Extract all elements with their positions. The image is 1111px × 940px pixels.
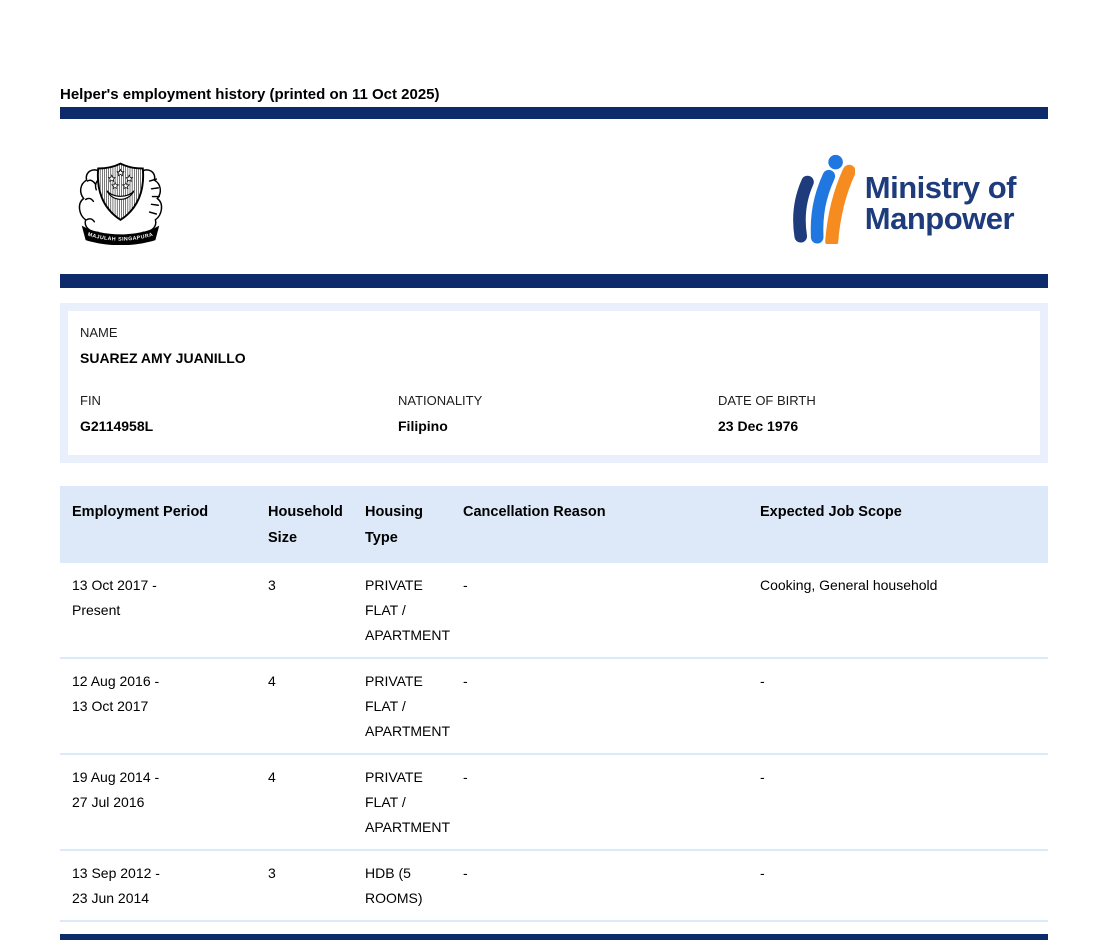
singapore-crest-logo: MAJULAH SINGAPURA: [72, 152, 169, 245]
cell-expected-job-scope: -: [748, 658, 1048, 755]
table-row: 13 Oct 2017 - Present 3 PRIVATE FLAT / A…: [60, 563, 1048, 659]
dob-field: DATE OF BIRTH 23 Dec 1976: [718, 393, 1028, 435]
col-header-expected-job-scope: Expected Job Scope: [748, 486, 1048, 563]
header-rule-bottom: [60, 274, 1048, 288]
col-header-cancellation-reason: Cancellation Reason: [451, 486, 748, 563]
banner-ribbon-icon: [81, 225, 160, 245]
name-label: NAME: [80, 325, 118, 340]
cell-employment-period: 19 Aug 2014 - 27 Jul 2016: [60, 754, 256, 851]
col-header-employment-period: Employment Period: [60, 486, 256, 563]
cell-cancellation-reason: -: [451, 754, 748, 851]
cell-household-size: 4: [256, 658, 353, 755]
nationality-label: NATIONALITY: [398, 393, 483, 408]
cell-expected-job-scope: -: [748, 754, 1048, 851]
cell-cancellation-reason: -: [451, 658, 748, 755]
nationality-field: NATIONALITY Filipino: [398, 393, 718, 435]
cell-household-size: 4: [256, 754, 353, 851]
tiger-supporter-icon: [139, 169, 163, 234]
cell-household-size: 3: [256, 563, 353, 659]
cell-housing-type: HDB (5 ROOMS): [353, 850, 451, 922]
crest-banner-text: MAJULAH SINGAPURA: [87, 232, 154, 243]
mom-logo-icon: [792, 154, 855, 244]
logo-row: MAJULAH SINGAPURA Ministry of Manpower: [60, 119, 1048, 274]
mom-logo-line2: Manpower: [864, 201, 1015, 236]
employment-history-table: Employment Period Household Size Housing…: [60, 486, 1048, 922]
fin-field: FIN G2114958L: [80, 393, 398, 435]
table-header-row: Employment Period Household Size Housing…: [60, 486, 1048, 563]
fin-label: FIN: [80, 393, 101, 408]
cell-employment-period: 12 Aug 2016 - 13 Oct 2017: [60, 658, 256, 755]
svg-text:MAJULAH SINGAPURA: MAJULAH SINGAPURA: [87, 232, 154, 243]
cell-housing-type: PRIVATE FLAT / APARTMENT: [353, 754, 451, 851]
cell-expected-job-scope: -: [748, 850, 1048, 922]
cell-cancellation-reason: -: [451, 850, 748, 922]
table-row: 12 Aug 2016 - 13 Oct 2017 4 PRIVATE FLAT…: [60, 658, 1048, 755]
col-header-household-size: Household Size: [256, 486, 353, 563]
cell-household-size: 3: [256, 850, 353, 922]
name-value: SUAREZ AMY JUANILLO: [80, 350, 246, 366]
cell-housing-type: PRIVATE FLAT / APARTMENT: [353, 658, 451, 755]
footer-rule: [60, 934, 1048, 940]
nationality-value: Filipino: [398, 418, 448, 434]
dob-label: DATE OF BIRTH: [718, 393, 816, 408]
cell-employment-period: 13 Oct 2017 - Present: [60, 563, 256, 659]
cell-cancellation-reason: -: [451, 563, 748, 659]
name-field: NAME SUAREZ AMY JUANILLO: [80, 325, 1028, 367]
dob-value: 23 Dec 1976: [718, 418, 799, 434]
mom-logo-line1: Ministry of: [864, 170, 1017, 205]
cell-housing-type: PRIVATE FLAT / APARTMENT: [353, 563, 451, 659]
col-header-housing-type: Housing Type: [353, 486, 451, 563]
table-row: 19 Aug 2014 - 27 Jul 2016 4 PRIVATE FLAT…: [60, 754, 1048, 851]
mom-logo-text: Ministry of Manpower: [864, 170, 1017, 236]
profile-box: NAME SUAREZ AMY JUANILLO FIN G2114958L N…: [60, 303, 1048, 463]
page-title: Helper's employment history (printed on …: [60, 86, 440, 103]
header-rule-top: [60, 107, 1048, 119]
cell-expected-job-scope: Cooking, General household: [748, 563, 1048, 659]
fin-value: G2114958L: [80, 418, 154, 434]
table-row: 13 Sep 2012 - 23 Jun 2014 3 HDB (5 ROOMS…: [60, 850, 1048, 922]
cell-employment-period: 13 Sep 2012 - 23 Jun 2014: [60, 850, 256, 922]
crescent-icon: [106, 190, 135, 200]
mom-logo: Ministry of Manpower: [791, 152, 1017, 244]
